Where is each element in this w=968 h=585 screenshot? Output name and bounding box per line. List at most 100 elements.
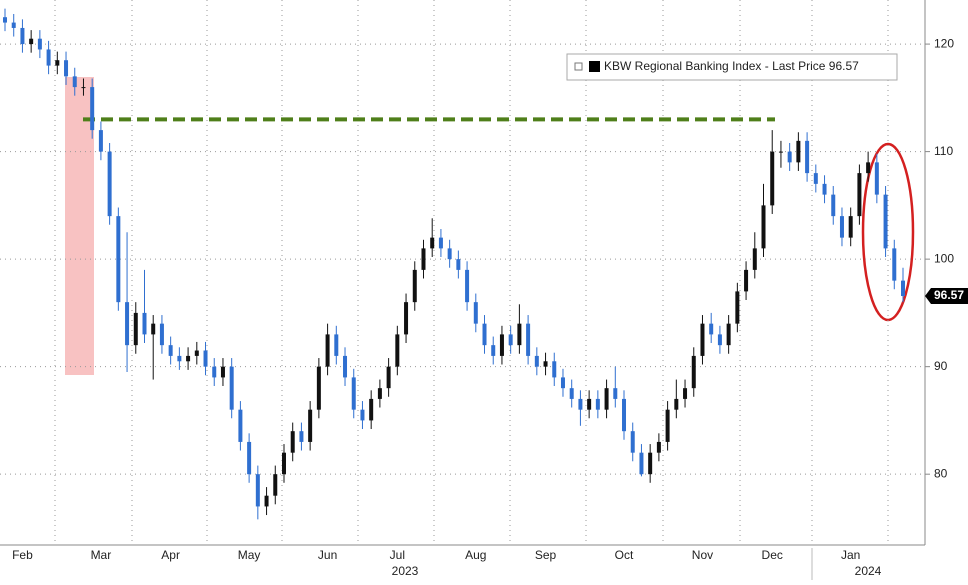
candle-body (447, 248, 452, 260)
x-tick-label: Jun (318, 548, 337, 562)
candle-body (761, 205, 766, 249)
candle-body (526, 323, 531, 356)
legend-swatch (589, 61, 600, 72)
y-tick-label: 120 (934, 36, 954, 50)
candle-body (290, 431, 295, 453)
last-price-label: 96.57 (934, 288, 964, 302)
candle-body (430, 237, 435, 249)
candle-body (848, 216, 853, 238)
candle-body (560, 377, 565, 389)
y-tick-label: 110 (934, 144, 953, 158)
last-price-tag (925, 288, 968, 305)
candle-body (151, 323, 156, 335)
x-tick-label: Aug (465, 548, 486, 562)
candle-body (648, 452, 653, 475)
candle-body (29, 38, 34, 45)
candle-body (770, 151, 775, 206)
candle-body (377, 388, 382, 399)
candle-body (465, 269, 470, 303)
candle-body (212, 366, 217, 378)
legend-text: KBW Regional Banking Index - Last Price … (604, 59, 859, 73)
legend: KBW Regional Banking Index - Last Price … (566, 53, 898, 81)
candle-body (787, 151, 792, 163)
candle-body (55, 60, 60, 66)
candle-body (255, 474, 260, 507)
candle-body (543, 361, 548, 367)
candle-body (107, 151, 112, 217)
candle-body (717, 334, 722, 346)
candle-body (159, 323, 164, 346)
x-tick-label: Oct (615, 548, 634, 562)
candle-body (517, 323, 522, 346)
candle-body (238, 409, 243, 442)
candle-body (20, 27, 25, 45)
candle-body (334, 334, 339, 356)
candle-body (656, 441, 661, 453)
candle-body (796, 140, 801, 163)
candle-body (421, 248, 426, 270)
candle-body (98, 130, 103, 152)
candle-body (46, 49, 51, 66)
candle-body (186, 355, 191, 362)
legend-box (566, 53, 898, 81)
candle-body (726, 323, 731, 346)
candle-body (665, 409, 670, 442)
candle-body (805, 140, 810, 174)
candle-body (177, 355, 182, 362)
x-tick-label: Jul (390, 548, 405, 562)
candle-body (901, 280, 905, 297)
x-tick-label: Dec (762, 548, 783, 562)
candle-body (831, 194, 836, 217)
candle-body (395, 334, 400, 367)
candle-body (630, 431, 635, 453)
candle-body (343, 355, 348, 378)
candle-body (281, 452, 286, 475)
candle-body (639, 452, 644, 475)
candle-body (822, 183, 827, 195)
candle-body (194, 350, 199, 356)
candle-body (508, 334, 513, 346)
candle-body (752, 248, 757, 270)
candle-body (11, 22, 16, 28)
x-tick-label: Apr (161, 548, 180, 562)
candle-body (360, 409, 365, 421)
candle-body (142, 312, 147, 335)
candle-body (264, 495, 269, 507)
x-tick-label: May (238, 548, 261, 562)
year-label: 2024 (855, 564, 882, 578)
candle-body (683, 388, 688, 399)
candle-body (316, 366, 321, 410)
year-label: 2023 (392, 564, 419, 578)
candle-body (72, 76, 77, 88)
candle-body (700, 323, 705, 356)
candle-body (691, 355, 696, 389)
x-tick-label: Feb (12, 548, 33, 562)
candle-body (604, 388, 609, 410)
candle-body (90, 87, 95, 131)
candle-body (482, 323, 487, 346)
candle-body (386, 366, 391, 389)
candle-body (813, 173, 818, 184)
candle-body (404, 302, 409, 335)
candle-body (325, 334, 330, 367)
x-tick-label: Sep (535, 548, 557, 562)
candle-body (735, 291, 740, 324)
candle-body (674, 398, 679, 410)
candle-body (133, 312, 138, 346)
candle-body (491, 345, 496, 356)
candle-body (622, 398, 627, 432)
candle-body (220, 366, 225, 378)
candle-body (273, 474, 278, 496)
x-tick-label: Mar (91, 548, 112, 562)
candle-body (456, 259, 461, 270)
candle-body (299, 431, 304, 442)
candle-body (168, 345, 173, 356)
x-tick-label: Nov (692, 548, 713, 562)
candle-body (116, 216, 121, 303)
candle-body (473, 302, 478, 324)
candle-body (369, 398, 374, 421)
candle-body (857, 173, 862, 217)
candle-body (874, 162, 879, 195)
candle-body (552, 361, 557, 378)
